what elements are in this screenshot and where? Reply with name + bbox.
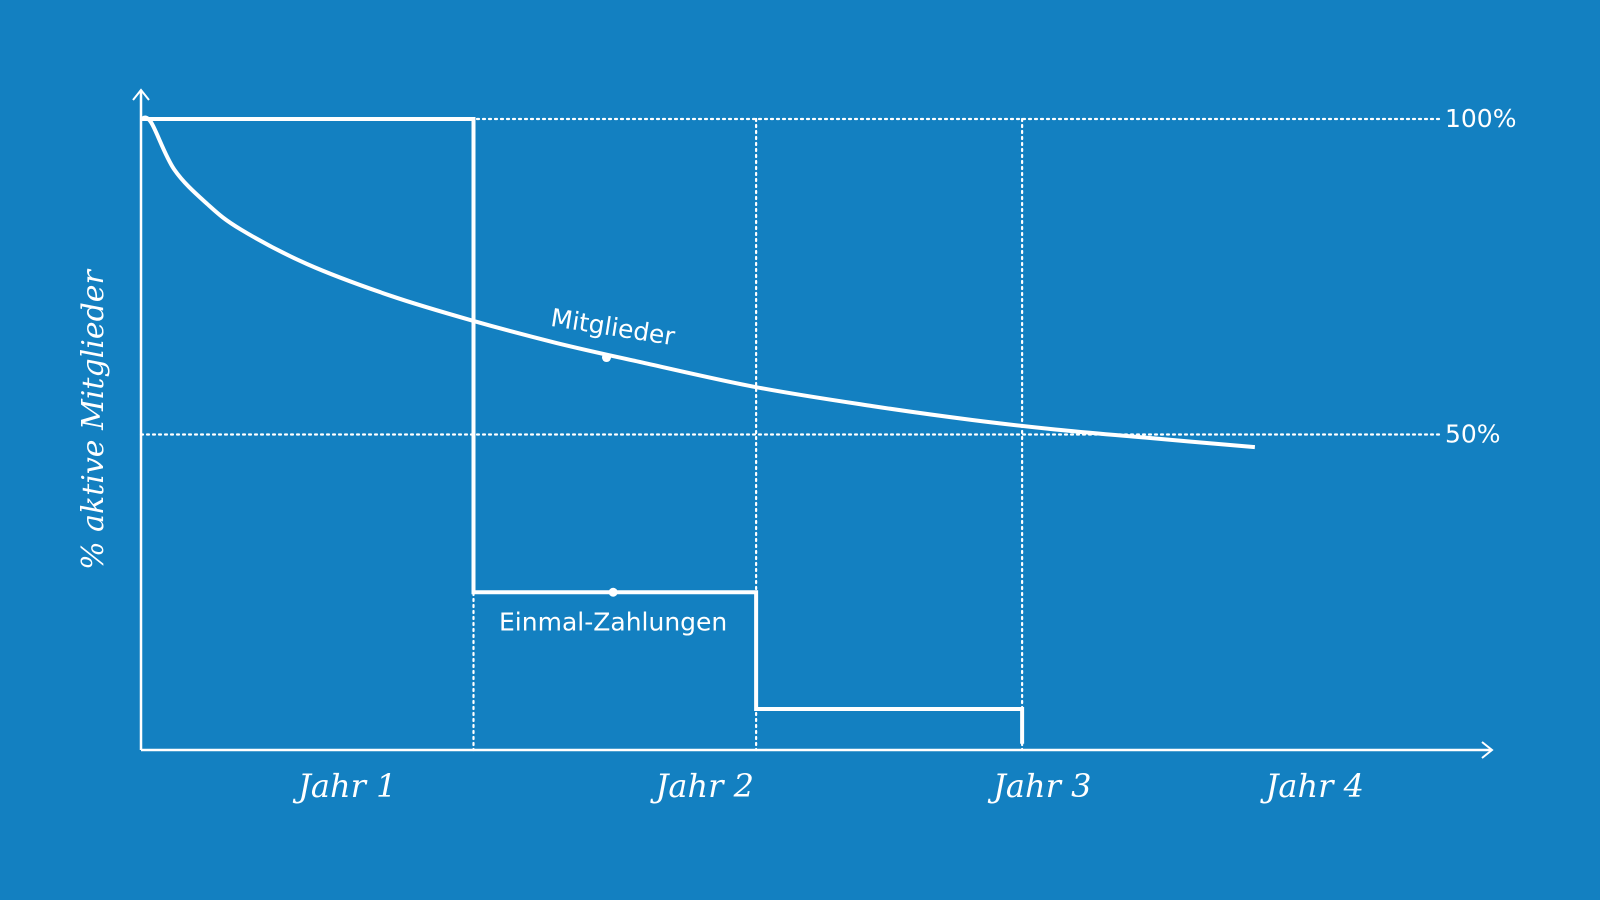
reference-label-100: 100% — [1445, 104, 1516, 133]
x-tick-label-jahr-4: Jahr 4 — [1260, 767, 1364, 805]
annotation-dot-mitglieder — [602, 353, 611, 363]
series-einmal-zahlungen-line — [141, 117, 1025, 744]
axes — [132, 88, 1494, 759]
reference-labels: 100% 50% — [1445, 104, 1516, 449]
y-axis-label: % aktive Mitglieder — [76, 268, 111, 569]
reference-label-50: 50% — [1445, 420, 1501, 449]
y-axis-arrow-icon — [132, 88, 150, 101]
series-group — [140, 115, 1256, 744]
x-tick-labels: Jahr 1 Jahr 2 Jahr 3 Jahr 4 — [292, 767, 1364, 805]
series-mitglieder-line — [140, 115, 1256, 450]
x-tick-label-jahr-2: Jahr 2 — [650, 767, 754, 805]
annotation-label-einmal-zahlungen: Einmal-Zahlungen — [499, 607, 727, 636]
x-axis-arrow-icon — [1481, 741, 1494, 759]
x-tick-label-jahr-1: Jahr 1 — [292, 767, 396, 805]
x-tick-label-jahr-3: Jahr 3 — [987, 767, 1091, 805]
annotation-dot-einmal-zahlungen — [608, 587, 618, 597]
